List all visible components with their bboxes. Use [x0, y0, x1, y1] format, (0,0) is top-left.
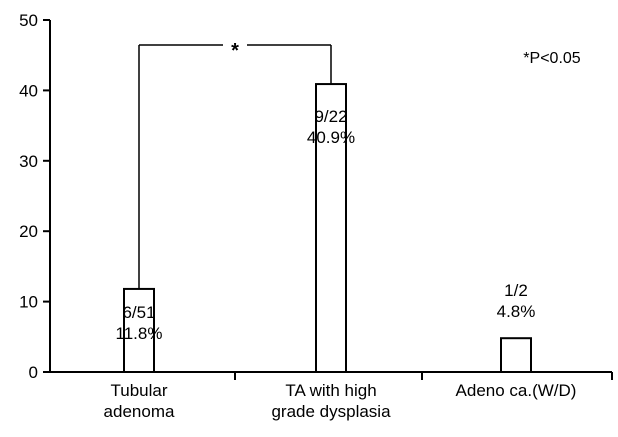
x-category-label: TA with high	[285, 381, 376, 400]
y-tick-label: 20	[19, 222, 38, 241]
bar-data-label: 9/22	[314, 107, 347, 126]
significance-bracket: * *P<0.05	[138, 40, 581, 289]
data-labels: 6/51 11.8% 9/22 40.9% 1/2 4.8%	[116, 107, 536, 343]
bar	[123, 287, 155, 374]
bar-data-label: 40.9%	[307, 128, 355, 147]
bar	[315, 83, 347, 374]
y-tick-label: 50	[19, 11, 38, 30]
significance-marker: *	[231, 40, 239, 62]
bar-data-label: 6/51	[122, 303, 155, 322]
x-category-label: Adeno ca.(W/D)	[456, 381, 577, 400]
x-category-label: adenoma	[104, 402, 175, 421]
y-tick-label: 10	[19, 293, 38, 312]
x-category-label: grade dysplasia	[271, 402, 391, 421]
bar-data-label: 4.8%	[497, 302, 536, 321]
significance-note: *P<0.05	[523, 50, 580, 67]
y-tick-label: 0	[29, 363, 38, 382]
x-category-label: Tubular	[110, 381, 167, 400]
y-tick-label: 30	[19, 152, 38, 171]
y-tick-label: 40	[19, 81, 38, 100]
axes: 0 10 20 30 40 50 Tubular adenoma TA with high gra…	[19, 11, 613, 421]
bar-data-label: 1/2	[504, 281, 528, 300]
bar	[500, 337, 532, 374]
bars	[123, 83, 532, 374]
bar-data-label: 11.8%	[116, 324, 163, 343]
